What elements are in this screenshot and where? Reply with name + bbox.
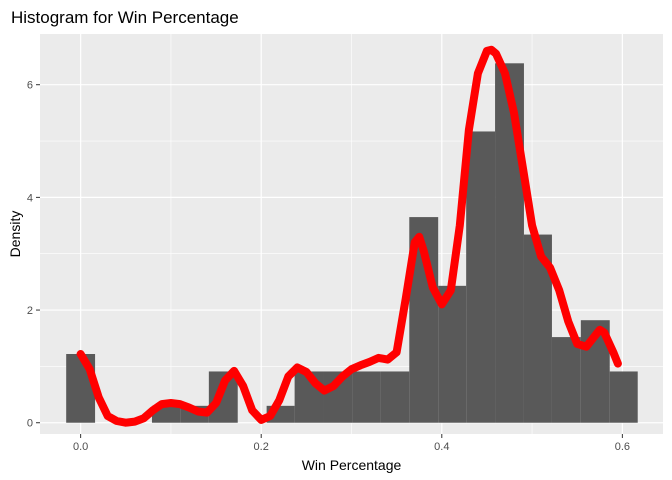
histogram-bar	[551, 337, 581, 423]
x-tick-label: 0.6	[615, 441, 630, 453]
x-tick-label: 0.2	[254, 441, 269, 453]
y-tick-label: 2	[27, 305, 33, 317]
y-axis-title: Density	[7, 211, 23, 258]
histogram-bar	[609, 371, 638, 423]
density-curve	[76, 45, 622, 427]
histogram-bar	[438, 285, 467, 423]
y-tick-label: 4	[27, 192, 33, 204]
x-axis: 0.0 0.2 0.4 0.6	[73, 434, 630, 453]
histogram-bar	[466, 131, 496, 423]
histogram-bar	[380, 371, 410, 423]
y-tick-label: 6	[27, 80, 33, 92]
histogram-bar	[495, 63, 524, 423]
chart-title: Histogram for Win Percentage	[11, 8, 239, 27]
y-axis: 0 2 4 6	[27, 80, 40, 430]
x-tick-label: 0.4	[434, 441, 449, 453]
x-tick-label: 0.0	[73, 441, 88, 453]
y-tick-label: 0	[27, 418, 33, 430]
histogram-bar	[352, 371, 381, 423]
x-axis-title: Win Percentage	[302, 457, 402, 473]
